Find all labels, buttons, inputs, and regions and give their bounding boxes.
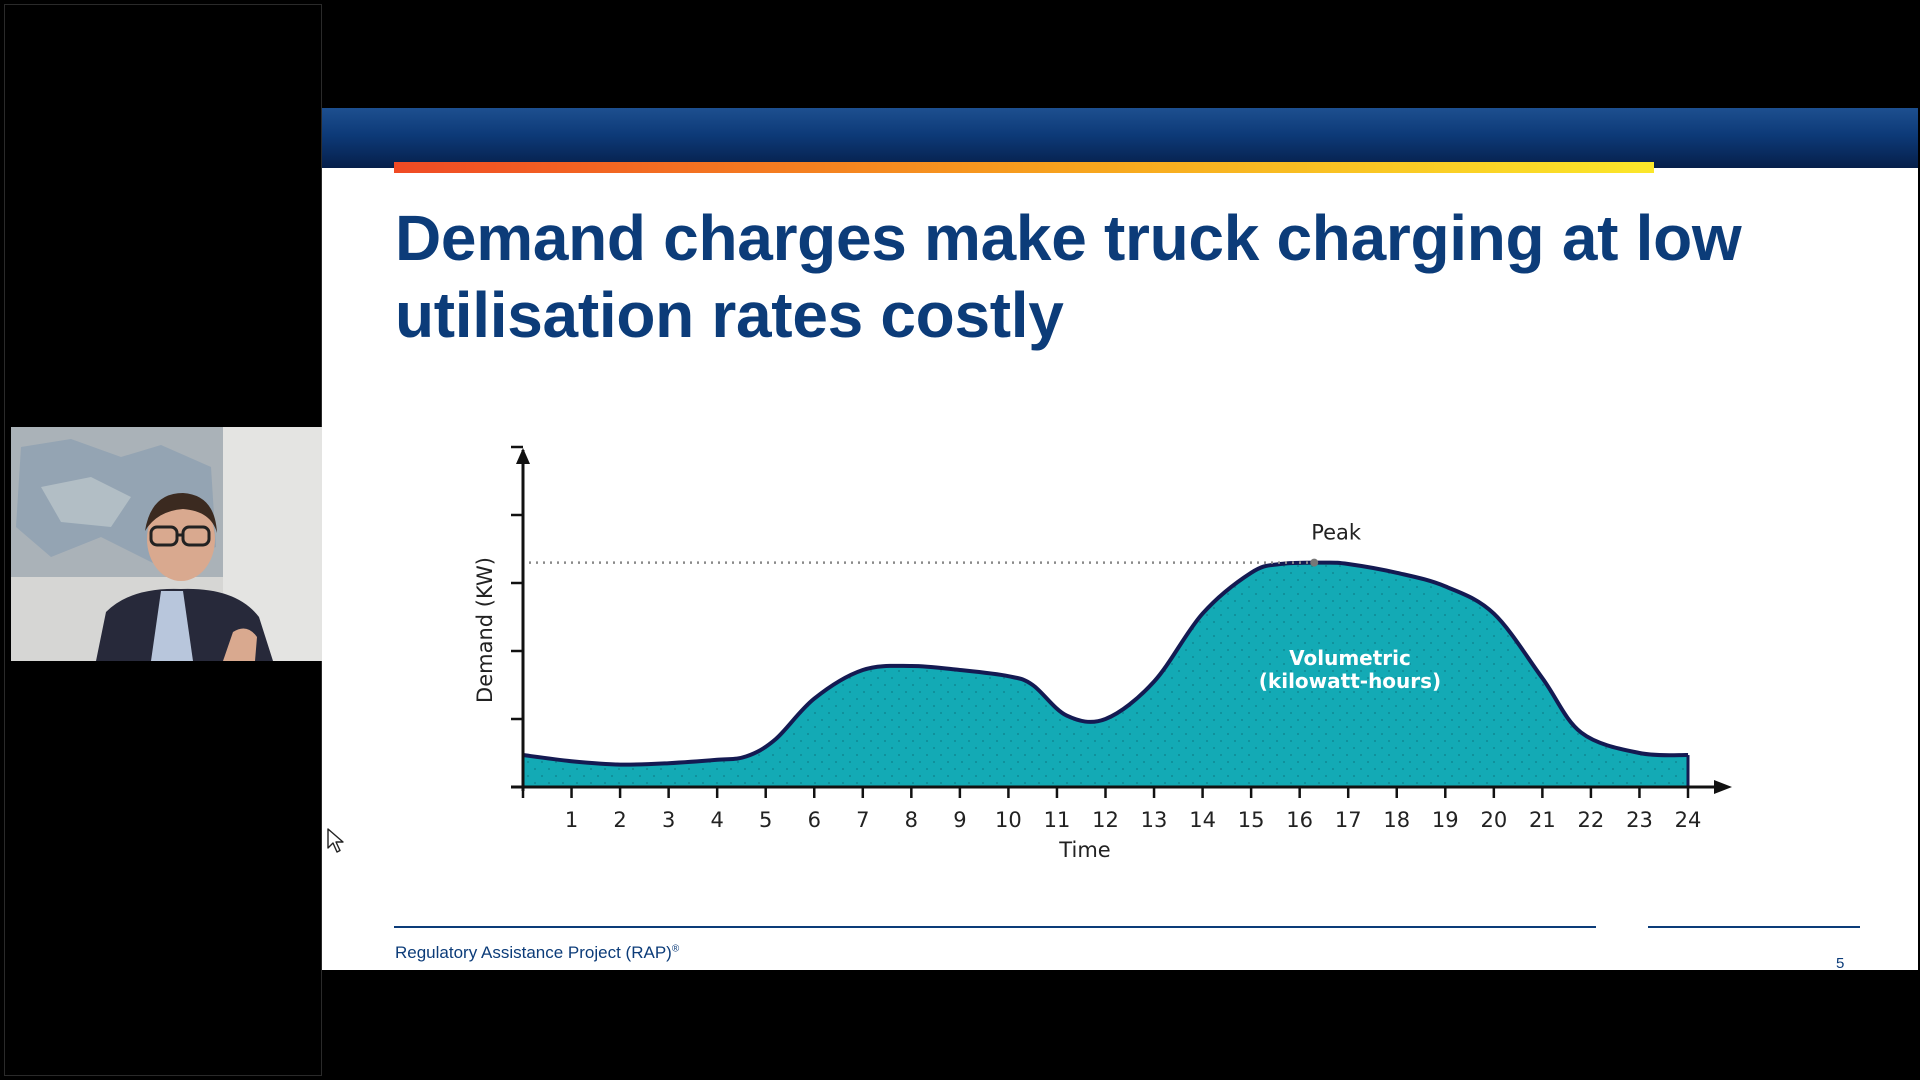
x-axis-arrow-icon xyxy=(1714,780,1732,794)
x-tick-label: 9 xyxy=(953,808,966,832)
x-tick-label: 15 xyxy=(1238,808,1265,832)
slide-header-band xyxy=(322,108,1918,168)
y-axis-arrow-icon xyxy=(516,448,530,464)
area-label-line-2: (kilowatt-hours) xyxy=(1259,669,1441,693)
x-tick-label: 23 xyxy=(1626,808,1653,832)
footer-organization-text: Regulatory Assistance Project (RAP) xyxy=(395,943,672,962)
x-tick-label: 1 xyxy=(565,808,578,832)
x-tick-label: 7 xyxy=(856,808,869,832)
x-tick-label: 2 xyxy=(613,808,626,832)
x-tick-label: 6 xyxy=(808,808,821,832)
x-tick-label: 12 xyxy=(1092,808,1119,832)
speaker-video-image xyxy=(11,427,325,661)
x-tick-label: 4 xyxy=(710,808,723,832)
x-tick-label: 24 xyxy=(1675,808,1702,832)
demand-area-hatching xyxy=(523,562,1688,787)
x-tick-label: 16 xyxy=(1286,808,1313,832)
slide-title: Demand charges make truck charging at lo… xyxy=(395,200,1895,354)
x-tick-label: 5 xyxy=(759,808,772,832)
participants-panel xyxy=(4,4,325,1076)
peak-marker xyxy=(1310,558,1319,567)
x-tick-label: 10 xyxy=(995,808,1022,832)
slide-accent-bar xyxy=(394,162,1654,173)
x-tick-label: 19 xyxy=(1432,808,1459,832)
speaker-video-tile[interactable] xyxy=(11,427,325,661)
footer-rule-right xyxy=(1648,926,1860,928)
x-tick-label: 11 xyxy=(1044,808,1071,832)
slide-title-line-2: utilisation rates costly xyxy=(395,279,1064,351)
slide-page-number: 5 xyxy=(1836,955,1845,970)
presentation-slide: Demand charges make truck charging at lo… xyxy=(322,108,1918,970)
peak-label: Peak xyxy=(1311,521,1362,545)
x-tick-label: 3 xyxy=(662,808,675,832)
slide-title-line-1: Demand charges make truck charging at lo… xyxy=(395,202,1742,274)
demand-curve-line xyxy=(522,560,1689,767)
x-tick-label: 14 xyxy=(1189,808,1216,832)
footer-rule-left xyxy=(394,926,1596,928)
footer-organization: Regulatory Assistance Project (RAP)® xyxy=(395,943,679,963)
x-tick-label: 17 xyxy=(1335,808,1362,832)
y-axis-title: Demand (KW) xyxy=(473,557,497,703)
x-tick-label: 13 xyxy=(1141,808,1168,832)
x-tick-label: 21 xyxy=(1529,808,1556,832)
x-tick-label: 22 xyxy=(1578,808,1605,832)
x-tick-label: 20 xyxy=(1480,808,1507,832)
x-tick-label: 8 xyxy=(905,808,918,832)
registered-mark: ® xyxy=(671,943,680,955)
area-label-line-1: Volumetric xyxy=(1289,646,1411,670)
x-tick-label: 18 xyxy=(1383,808,1410,832)
x-axis-title: Time xyxy=(1058,838,1110,862)
mouse-pointer-icon xyxy=(327,828,344,853)
